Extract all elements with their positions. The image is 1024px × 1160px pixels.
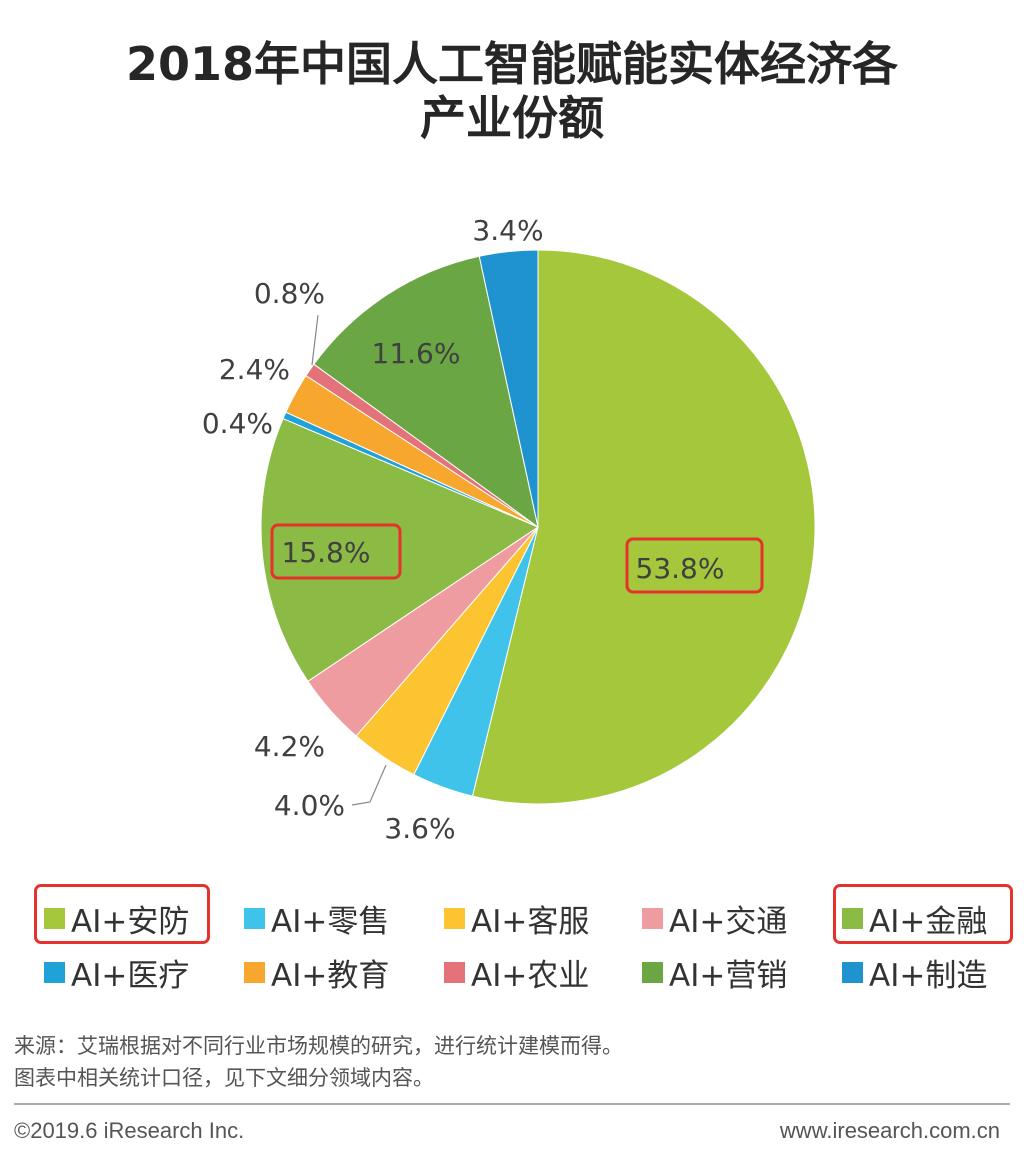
footer-divider xyxy=(14,1103,1010,1105)
legend-item-ai-安防: AI+安防 xyxy=(44,896,189,941)
legend-item-ai-制造: AI+制造 xyxy=(842,950,987,995)
source-note-2: 图表中相关统计口径，见下文细分领域内容。 xyxy=(14,1066,434,1090)
legend-highlight-ai-金融 xyxy=(833,884,1013,944)
legend-swatch xyxy=(444,962,465,983)
legend-label: AI+农业 xyxy=(471,958,590,994)
legend-item-ai-零售: AI+零售 xyxy=(244,896,389,941)
data-label-ai-营销: 11.6% xyxy=(372,337,461,370)
legend-swatch xyxy=(642,908,663,929)
legend-item-ai-金融: AI+金融 xyxy=(842,896,987,941)
pie-slice-ai-安防 xyxy=(471,249,816,805)
highlight-box-ai-金融 xyxy=(270,523,402,580)
legend-item-ai-教育: AI+教育 xyxy=(244,950,389,995)
legend-label: AI+营销 xyxy=(669,958,788,994)
legend-swatch xyxy=(842,962,863,983)
legend-item-ai-农业: AI+农业 xyxy=(444,950,589,995)
pie-chart: 53.8% 3.6% 4.0% 4.2% 15.8% 0.4% 2.4% 0.8% 11.6% 3… xyxy=(202,214,816,845)
legend-swatch xyxy=(244,962,265,983)
legend-item-ai-客服: AI+客服 xyxy=(444,896,589,941)
legend-label: AI+制造 xyxy=(869,958,988,994)
data-label-ai-金融: 15.8% xyxy=(282,536,371,569)
legend-label: AI+客服 xyxy=(471,904,590,940)
chart-title-line2: 产业份额 xyxy=(420,91,604,145)
legend-label: AI+安防 xyxy=(71,904,190,940)
data-label-ai-零售: 3.6% xyxy=(384,812,455,845)
pie-slice-ai-营销 xyxy=(313,255,539,529)
source-note: 来源：艾瑞根据对不同行业市场规模的研究，进行统计建模而得。 xyxy=(14,1034,623,1058)
leader-line-ai-客服 xyxy=(351,764,387,806)
legend-label: AI+交通 xyxy=(669,904,788,940)
legend-item-ai-交通: AI+交通 xyxy=(642,896,787,941)
legend-label: AI+金融 xyxy=(869,904,988,940)
data-label-ai-客服: 4.0% xyxy=(274,789,345,822)
legend-swatch xyxy=(842,908,863,929)
legend-swatch xyxy=(44,962,65,983)
legend-swatch xyxy=(444,908,465,929)
highlight-box-ai-安防 xyxy=(625,537,764,594)
legend: AI+安防 AI+零售 AI+客服 AI+交通 AI+金融 AI+医疗 AI+教育 AI+农业… xyxy=(0,884,1024,1012)
data-label-ai-交通: 4.2% xyxy=(254,730,325,763)
data-label-ai-教育: 2.4% xyxy=(219,353,290,386)
copyright: ©2019.6 iResearch Inc. xyxy=(14,1118,245,1143)
pie-slice-ai-制造 xyxy=(478,249,539,528)
legend-label: AI+零售 xyxy=(271,904,390,940)
data-label-ai-安防: 53.8% xyxy=(636,552,725,585)
legend-item-ai-营销: AI+营销 xyxy=(642,950,787,995)
legend-item-ai-医疗: AI+医疗 xyxy=(44,950,189,995)
data-label-ai-制造: 3.4% xyxy=(472,214,543,247)
legend-label: AI+医疗 xyxy=(71,958,190,994)
data-label-ai-医疗: 0.4% xyxy=(202,407,273,440)
legend-highlight-ai-安防 xyxy=(34,884,210,944)
legend-swatch xyxy=(244,908,265,929)
leader-line-ai-农业 xyxy=(311,314,319,366)
data-label-ai-农业: 0.8% xyxy=(254,277,325,310)
legend-label: AI+教育 xyxy=(271,958,390,994)
legend-swatch xyxy=(44,908,65,929)
chart-title-line1: 2018年中国人工智能赋能实体经济各 xyxy=(125,37,899,91)
legend-swatch xyxy=(642,962,663,983)
website-url: www.iresearch.com.cn xyxy=(779,1118,1000,1143)
